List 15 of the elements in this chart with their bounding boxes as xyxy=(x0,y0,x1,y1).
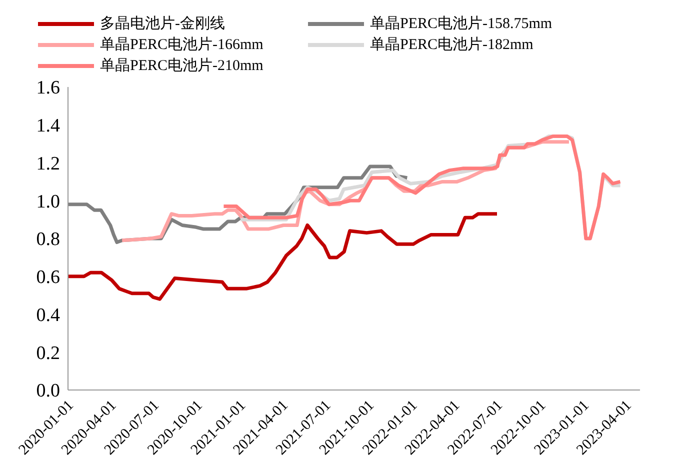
legend-label: 单晶PERC电池片-158.75mm xyxy=(370,14,552,33)
legend-label: 单晶PERC电池片-182mm xyxy=(370,36,534,54)
legend-label: 多晶电池片-金刚线 xyxy=(100,14,225,33)
legend-label: 单晶PERC电池片-210mm xyxy=(100,56,264,75)
line-series xyxy=(68,212,499,301)
y-tick-label: 0.6 xyxy=(36,267,60,288)
y-tick-label: 1.6 xyxy=(36,78,60,99)
y-tick-label: 0.2 xyxy=(36,342,60,364)
y-tick-label: 0.8 xyxy=(36,229,60,250)
y-tick-label: 0.0 xyxy=(36,380,60,402)
y-tick-label: 0.4 xyxy=(36,304,60,326)
y-tick-label: 1.4 xyxy=(36,116,60,137)
y-tick-label: 1.2 xyxy=(36,153,60,174)
y-tick-label: 1.0 xyxy=(36,191,60,212)
legend-label: 单晶PERC电池片-166mm xyxy=(100,36,264,54)
